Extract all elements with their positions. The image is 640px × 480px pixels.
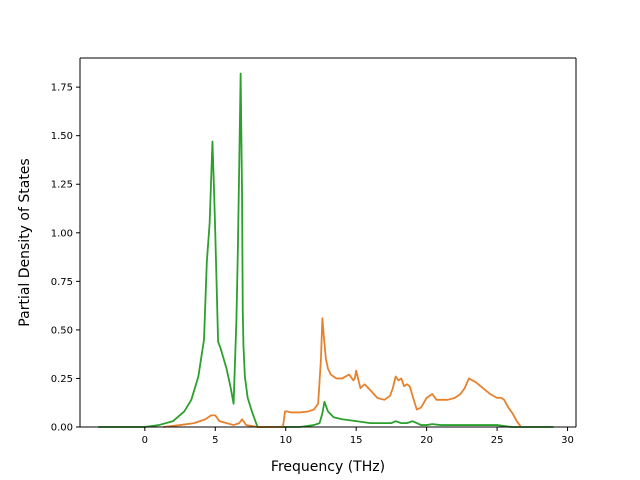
x-tick-label: 15 (350, 435, 363, 446)
x-tick-label: 25 (491, 435, 504, 446)
x-tick-label: 20 (420, 435, 433, 446)
x-axis-label: Frequency (THz) (271, 459, 385, 475)
y-tick-label: 0.25 (51, 374, 73, 385)
y-axis-ticks: 0.00 0.25 0.50 0.75 1.00 1.25 1.50 1.75 (51, 83, 80, 434)
plot-area (80, 58, 576, 427)
x-tick-label: 10 (279, 435, 292, 446)
y-tick-label: 1.50 (51, 131, 73, 142)
axes-spines (79, 57, 577, 428)
y-axis-label: Partial Density of States (17, 158, 33, 326)
y-tick-label: 1.00 (51, 228, 73, 239)
x-axis-ticks: 0 5 10 15 20 25 30 (142, 427, 574, 446)
y-tick-label: 0.50 (51, 325, 73, 336)
x-tick-label: 30 (561, 435, 574, 446)
y-tick-label: 0.75 (51, 277, 73, 288)
series-line-2 (163, 317, 522, 428)
x-tick-label: 0 (142, 435, 148, 446)
y-tick-label: 1.75 (51, 83, 73, 94)
y-tick-label: 1.25 (51, 180, 73, 191)
y-tick-label: 0.00 (51, 423, 73, 434)
x-tick-label: 5 (212, 435, 218, 446)
